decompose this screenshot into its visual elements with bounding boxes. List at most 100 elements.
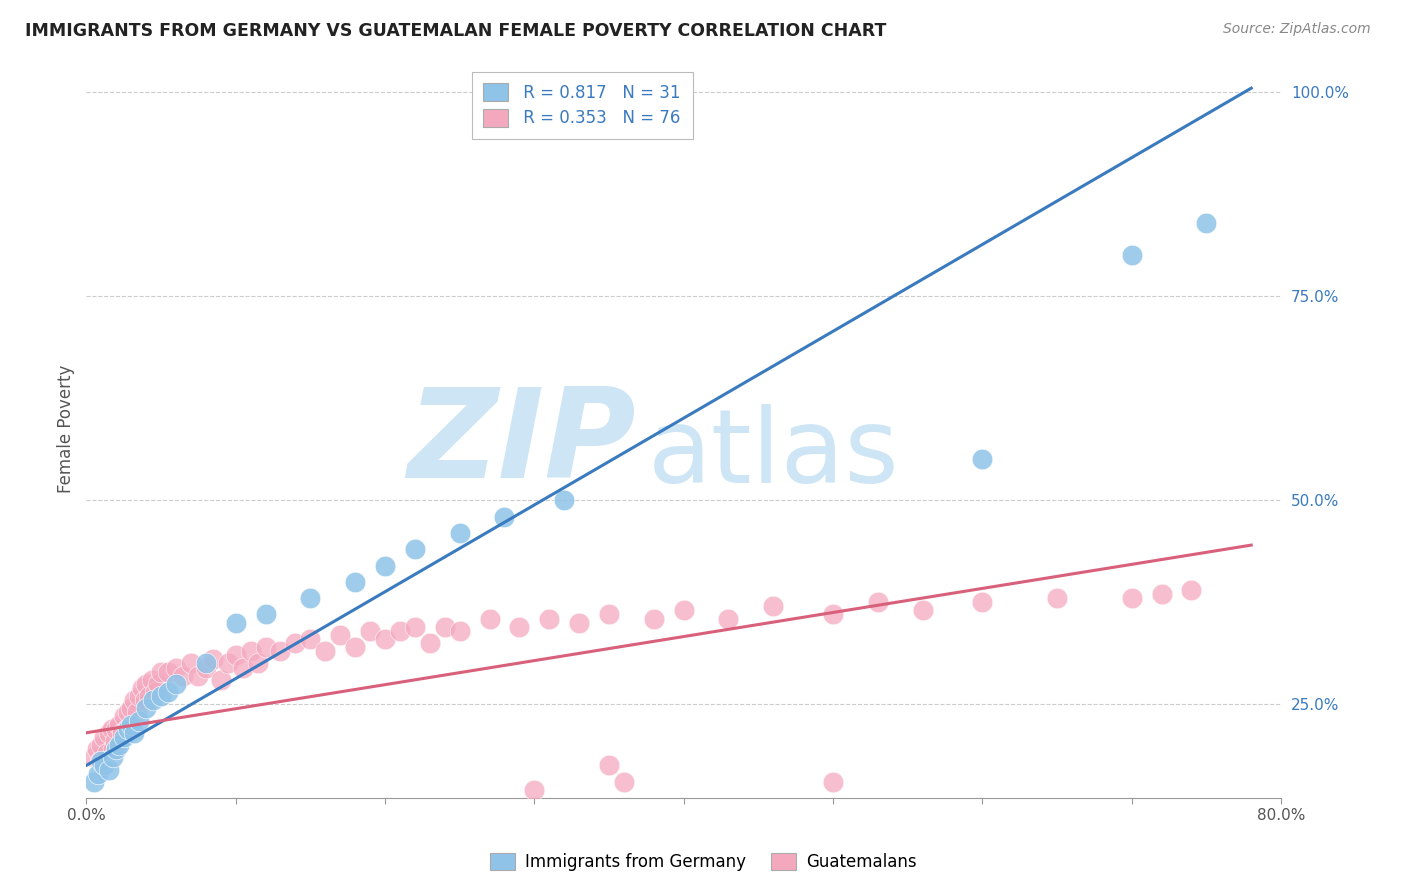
Point xyxy=(217,657,239,671)
Point xyxy=(165,677,187,691)
Point xyxy=(821,774,844,789)
Point xyxy=(149,665,172,679)
Point xyxy=(90,738,112,752)
Point xyxy=(419,636,441,650)
Point xyxy=(115,722,138,736)
Point xyxy=(83,750,105,764)
Point xyxy=(478,611,501,625)
Point xyxy=(172,668,194,682)
Point xyxy=(1121,248,1143,262)
Point xyxy=(239,644,262,658)
Point xyxy=(225,615,247,630)
Point xyxy=(128,714,150,728)
Point xyxy=(433,620,456,634)
Point xyxy=(821,607,844,622)
Point xyxy=(247,657,270,671)
Point xyxy=(120,717,142,731)
Point xyxy=(187,668,209,682)
Point xyxy=(388,624,411,638)
Point xyxy=(117,722,139,736)
Point xyxy=(149,689,172,703)
Text: atlas: atlas xyxy=(648,404,900,505)
Point xyxy=(83,774,105,789)
Legend: Immigrants from Germany, Guatemalans: Immigrants from Germany, Guatemalans xyxy=(481,845,925,880)
Legend:  R = 0.817   N = 31,  R = 0.353   N = 76: R = 0.817 N = 31, R = 0.353 N = 76 xyxy=(472,71,693,139)
Point xyxy=(1195,216,1218,230)
Point xyxy=(157,685,180,699)
Point xyxy=(108,738,131,752)
Point xyxy=(87,766,110,780)
Point xyxy=(141,673,163,687)
Point xyxy=(254,640,277,654)
Text: ZIP: ZIP xyxy=(408,383,636,504)
Point xyxy=(100,722,122,736)
Point xyxy=(225,648,247,663)
Point xyxy=(138,689,160,703)
Point xyxy=(180,657,202,671)
Point xyxy=(449,525,471,540)
Point xyxy=(93,758,115,772)
Point xyxy=(101,742,124,756)
Point xyxy=(112,709,135,723)
Point xyxy=(232,660,254,674)
Point xyxy=(449,624,471,638)
Point xyxy=(508,620,530,634)
Point xyxy=(101,750,124,764)
Point xyxy=(122,726,145,740)
Point xyxy=(911,603,934,617)
Point xyxy=(108,717,131,731)
Point xyxy=(96,746,118,760)
Point xyxy=(125,706,148,720)
Y-axis label: Female Poverty: Female Poverty xyxy=(58,365,75,493)
Point xyxy=(538,611,561,625)
Point xyxy=(165,660,187,674)
Point xyxy=(194,660,217,674)
Point xyxy=(157,665,180,679)
Point xyxy=(299,632,322,646)
Point xyxy=(104,734,127,748)
Point xyxy=(131,681,153,695)
Point xyxy=(142,693,165,707)
Point xyxy=(359,624,381,638)
Point xyxy=(89,755,111,769)
Point xyxy=(299,591,322,606)
Point xyxy=(128,689,150,703)
Point xyxy=(254,607,277,622)
Point xyxy=(717,611,740,625)
Point xyxy=(1150,587,1173,601)
Point xyxy=(598,758,620,772)
Point xyxy=(314,644,336,658)
Point xyxy=(120,701,142,715)
Point xyxy=(105,742,128,756)
Point xyxy=(1121,591,1143,606)
Point xyxy=(553,493,575,508)
Point xyxy=(143,685,166,699)
Point xyxy=(269,644,291,658)
Point xyxy=(404,542,426,557)
Point xyxy=(866,595,889,609)
Point xyxy=(284,636,307,650)
Point xyxy=(329,628,352,642)
Point xyxy=(1180,582,1202,597)
Point xyxy=(93,730,115,744)
Point xyxy=(112,730,135,744)
Point xyxy=(762,599,785,614)
Point xyxy=(90,755,112,769)
Point xyxy=(105,722,128,736)
Point xyxy=(374,632,396,646)
Point xyxy=(135,677,157,691)
Point xyxy=(146,677,169,691)
Point xyxy=(86,742,108,756)
Point xyxy=(672,603,695,617)
Point xyxy=(643,611,665,625)
Point xyxy=(134,693,156,707)
Point xyxy=(344,574,367,589)
Point xyxy=(111,726,134,740)
Point xyxy=(122,693,145,707)
Point xyxy=(202,652,225,666)
Text: Source: ZipAtlas.com: Source: ZipAtlas.com xyxy=(1223,22,1371,37)
Point xyxy=(374,558,396,573)
Point xyxy=(97,763,120,777)
Point xyxy=(135,701,157,715)
Point xyxy=(613,774,636,789)
